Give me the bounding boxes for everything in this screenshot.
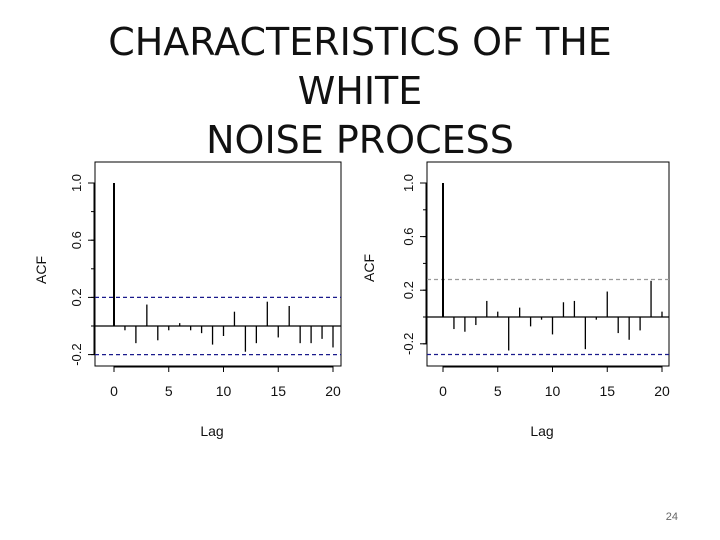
chart1-y-tick-label: 0.2	[69, 288, 84, 306]
chart1-x-tick-label: 5	[165, 383, 173, 399]
chart1-x-axis-label: Lag	[200, 423, 223, 439]
slide-title: CHARACTERISTICS OF THE WHITE NOISE PROCE…	[40, 18, 680, 165]
chart2-x-tick-label: 5	[494, 383, 502, 399]
chart2-y-tick-label: 0.2	[401, 281, 416, 299]
chart2-x-tick-label: 15	[599, 383, 615, 399]
chart1-y-tick-label: 0.6	[69, 231, 84, 249]
chart1-y-axis-label: ACF	[33, 256, 49, 284]
chart2-y-axis-label: ACF	[361, 254, 377, 282]
chart1-y-tick-label: -0.2	[69, 343, 84, 365]
chart2-x-tick-label: 10	[545, 383, 561, 399]
chart1-y-tick-label: 1.0	[69, 174, 84, 192]
chart2-x-tick-label: 20	[654, 383, 670, 399]
slide-title-line-1: CHARACTERISTICS OF THE WHITE	[108, 20, 612, 113]
chart2-plot-frame	[426, 161, 670, 367]
chart2-y-tick-label: 0.6	[401, 228, 416, 246]
chart2-y-tick-label: 1.0	[401, 174, 416, 192]
chart2-y-tick-label: -0.2	[401, 333, 416, 355]
chart1-plot-frame	[94, 161, 342, 367]
chart1-x-tick-label: 10	[216, 383, 232, 399]
chart1-x-tick-label: 15	[270, 383, 286, 399]
chart2-x-tick-label: 0	[439, 383, 447, 399]
chart1-x-tick-label: 0	[110, 383, 118, 399]
chart1-x-tick-label: 20	[325, 383, 341, 399]
page-number: 24	[665, 511, 678, 523]
chart2-x-axis-label: Lag	[530, 423, 553, 439]
slide-title-line-2: NOISE PROCESS	[206, 118, 514, 162]
